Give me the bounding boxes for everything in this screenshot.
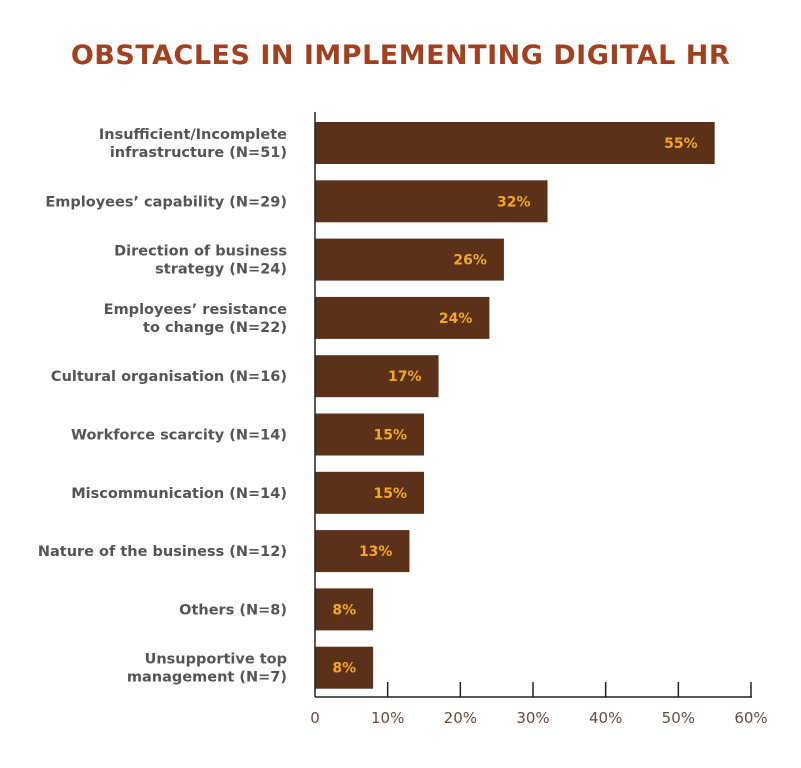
category-label-line: Miscommunication (N=14) xyxy=(71,486,287,502)
category-label: Employees’ capability (N=29) xyxy=(45,194,287,210)
data-label: 26% xyxy=(453,253,487,269)
data-label: 17% xyxy=(388,369,422,385)
bar xyxy=(315,238,504,281)
bar xyxy=(315,530,410,573)
x-tick-label: 30% xyxy=(516,709,549,727)
x-tick-label: 40% xyxy=(589,709,622,727)
category-label-line: to change (N=22) xyxy=(143,320,287,336)
category-label-line: Cultural organisation (N=16) xyxy=(51,369,287,385)
category-label-line: Employees’ resistance xyxy=(104,302,287,318)
bar xyxy=(315,180,548,223)
data-label: 32% xyxy=(497,194,531,210)
x-tick-label: 60% xyxy=(734,709,767,727)
x-tick-label: 0 xyxy=(310,709,320,727)
category-label-line: Workforce scarcity (N=14) xyxy=(71,428,287,444)
bar xyxy=(315,646,374,689)
category-label-line: Direction of business xyxy=(114,244,287,260)
category-label: Others (N=8) xyxy=(179,602,287,618)
data-label: 13% xyxy=(359,544,393,560)
category-label: Cultural organisation (N=16) xyxy=(51,369,287,385)
data-label: 8% xyxy=(332,661,356,677)
bar xyxy=(315,588,374,631)
category-label-line: infrastructure (N=51) xyxy=(110,145,287,161)
category-label: Employees’ resistance to change (N=22) xyxy=(104,302,287,336)
category-label: Unsupportive top management (N=7) xyxy=(127,652,287,686)
category-label: Miscommunication (N=14) xyxy=(71,486,287,502)
x-tick-label: 50% xyxy=(662,709,695,727)
bar xyxy=(315,413,424,456)
category-label: Direction of business strategy (N=24) xyxy=(114,244,287,278)
data-label: 15% xyxy=(373,428,407,444)
bar xyxy=(315,355,439,398)
category-label: Insufficient/Incomplete infrastructure (N… xyxy=(99,127,287,161)
category-label: Workforce scarcity (N=14) xyxy=(71,428,287,444)
category-label-line: management (N=7) xyxy=(127,670,287,686)
category-label-line: Insufficient/Incomplete xyxy=(99,127,287,143)
category-label: Nature of the business (N=12) xyxy=(38,544,287,560)
category-label-line: strategy (N=24) xyxy=(155,262,287,278)
bar xyxy=(315,471,424,514)
data-label: 55% xyxy=(664,136,698,152)
data-label: 8% xyxy=(332,602,356,618)
bar xyxy=(315,122,715,164)
category-label-line: Nature of the business (N=12) xyxy=(38,544,287,560)
x-tick-label: 20% xyxy=(444,709,477,727)
data-label: 15% xyxy=(373,486,407,502)
x-tick-label: 10% xyxy=(371,709,404,727)
chart-title: OBSTACLES IN IMPLEMENTING DIGITAL HR xyxy=(70,40,731,71)
data-label: 24% xyxy=(439,311,473,327)
category-label-line: Employees’ capability (N=29) xyxy=(45,194,287,210)
bar xyxy=(315,296,490,339)
category-label-line: Unsupportive top xyxy=(145,652,287,668)
category-label-line: Others (N=8) xyxy=(179,602,287,618)
